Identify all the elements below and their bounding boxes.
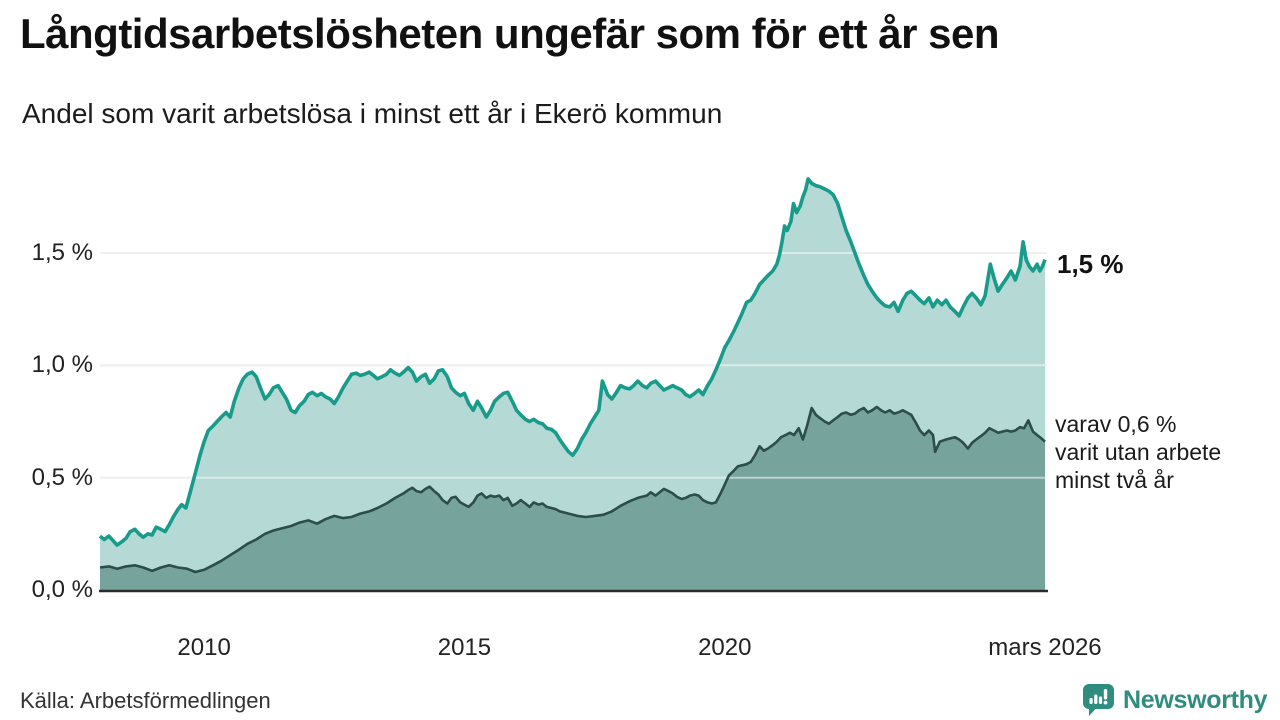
total-line bbox=[98, 177, 1047, 547]
bar-3 bbox=[1098, 696, 1103, 704]
y-tick-label: 1,5 % bbox=[31, 239, 93, 266]
x-tick-label: 2010 bbox=[177, 634, 231, 661]
latest-value-label: 1,5 % bbox=[1057, 249, 1124, 279]
x-tick-label: 2015 bbox=[437, 634, 492, 661]
newsworthy-chart-bubble-icon bbox=[1083, 684, 1114, 716]
annotation-line-3: minst två år bbox=[1055, 467, 1174, 493]
annotation-line-1: varav 0,6 % bbox=[1055, 411, 1177, 437]
bar-1 bbox=[1089, 698, 1093, 704]
y-tick-label: 0,5 % bbox=[31, 463, 93, 491]
bar-2 bbox=[1094, 694, 1098, 704]
y-tick-label: 1,0 % bbox=[31, 351, 93, 379]
two-year-area bbox=[100, 406, 1045, 590]
x-tick-label: mars 2026 bbox=[988, 634, 1102, 661]
logo-text: Newsworthy bbox=[1123, 685, 1268, 714]
exclamation-dot bbox=[1103, 700, 1108, 705]
exclamation-bar bbox=[1103, 689, 1108, 700]
source-note: Källa: Arbetsförmedlingen bbox=[20, 688, 271, 713]
y-tick-label: 0,0 % bbox=[31, 576, 93, 603]
page-title: Långtidsarbetslösheten ungefär som för e… bbox=[20, 10, 1000, 57]
two-year-annotation: varav 0,6 % varit utan arbete minst två … bbox=[1055, 410, 1221, 494]
annotation-line-2: varit utan arbete bbox=[1055, 439, 1222, 465]
speech-bubble-shape bbox=[1083, 684, 1114, 716]
page-subtitle: Andel som varit arbetslösa i minst ett å… bbox=[22, 98, 723, 129]
gridlines-overlay bbox=[100, 252, 1047, 479]
newsworthy-logo: Newsworthy bbox=[1082, 683, 1268, 717]
x-tick-label: 2020 bbox=[698, 634, 752, 661]
two-year-line bbox=[99, 405, 1046, 574]
